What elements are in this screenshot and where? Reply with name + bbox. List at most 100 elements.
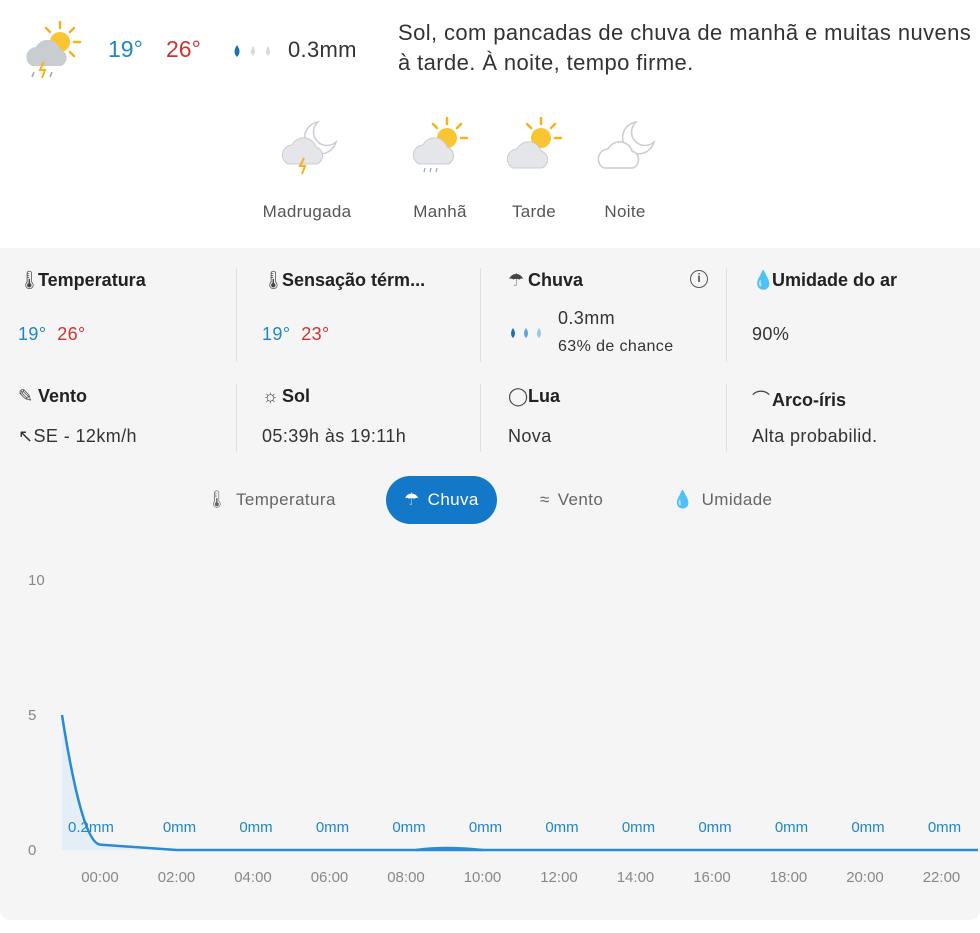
rain-chart: 10 5 0 0.2mm 0mm 0mm 0mm 0mm 0mm 0mm 0mm 0mm 0mm 0mm… <box>28 572 978 886</box>
y-tick-label: 10 <box>28 572 45 589</box>
x-tick-label: 00:00 <box>81 869 119 886</box>
detail-sun-value: 05:39h às 19:11h <box>262 426 407 446</box>
sun-cloud-rain-icon <box>412 116 469 173</box>
period-label: Noite <box>604 202 646 221</box>
detail-title: Sensação térm... <box>282 270 426 290</box>
wind-direction-arrow-icon: ↖ <box>18 426 34 446</box>
detail-humidity-value: 90% <box>752 324 790 344</box>
thermometer-icon: 🌡 <box>18 270 41 290</box>
detail-title: Lua <box>528 386 561 406</box>
rain-cloud-icon: ☂ <box>508 270 525 290</box>
rain-value-label: 0mm <box>928 819 961 836</box>
rain-value-label: 0mm <box>469 819 502 836</box>
day-periods: Madrugada Manhã Tarde Noite <box>0 110 980 240</box>
rain-value-label: 0mm <box>622 819 655 836</box>
tab-chuva[interactable]: ☂ Chuva <box>386 476 497 524</box>
moon-cloud-icon <box>597 120 656 169</box>
detail-feels-min: 19° <box>262 324 291 344</box>
tab-label: Umidade <box>701 490 773 509</box>
humidity-icon: 💧 <box>672 490 694 509</box>
wind-icon: ≈ <box>540 490 550 509</box>
divider <box>236 384 237 452</box>
x-tick-label: 14:00 <box>617 869 655 886</box>
rainbow-icon: ⌒ <box>752 390 770 410</box>
weather-description: Sol, com pancadas de chuva de manhã e mu… <box>398 20 972 75</box>
period-label: Tarde <box>511 202 557 221</box>
day-summary: 19° 26° 0.3mm Sol, com pancadas de chuva… <box>0 0 980 105</box>
rain-area <box>62 715 978 850</box>
summary-temp-max: 26° <box>166 36 201 62</box>
x-tick-label: 04:00 <box>234 869 272 886</box>
period-madrugada[interactable]: Madrugada <box>262 110 352 235</box>
details-panel <box>0 248 980 920</box>
tab-label: Chuva <box>427 490 479 509</box>
divider <box>480 268 481 362</box>
rain-cloud-icon: ☂ <box>404 490 420 509</box>
period-label: Madrugada <box>262 202 352 221</box>
period-tarde[interactable]: Tarde <box>489 110 579 235</box>
x-tick-label: 22:00 <box>923 869 961 886</box>
rain-value-label: 0mm <box>316 819 349 836</box>
detail-title: Chuva <box>528 270 584 290</box>
x-tick-label: 10:00 <box>464 869 502 886</box>
x-tick-label: 12:00 <box>540 869 578 886</box>
detail-title: Temperatura <box>38 270 146 290</box>
tab-umidade[interactable]: 💧 Umidade <box>672 476 772 524</box>
detail-title: Umidade do ar <box>772 270 898 290</box>
rain-line-bump <box>415 846 483 852</box>
summary-rain-amount: 0.3mm <box>288 37 357 62</box>
detail-vento[interactable]: ✎ Vento ↖SE - 12km/h <box>18 386 263 450</box>
rain-drops-icon <box>234 45 270 57</box>
detail-rain-chance: 63% de chance <box>558 338 674 355</box>
detail-lua[interactable]: ◯Lua Nova <box>508 386 753 450</box>
rain-value-label: 0mm <box>545 819 578 836</box>
summary-temp-min: 19° <box>108 36 143 62</box>
moon-icon: ◯ <box>508 386 529 406</box>
detail-temperatura[interactable]: 🌡Temperatura 19° 26° <box>18 270 263 360</box>
thermometer-icon: 🌡 <box>206 490 228 509</box>
detail-moon-value: Nova <box>508 426 552 446</box>
rain-value-label: 0mm <box>698 819 731 836</box>
detail-title: Sol <box>282 386 311 406</box>
rain-value-label: 0mm <box>851 819 884 836</box>
rain-value-label: 0mm <box>163 819 196 836</box>
tab-label: Temperatura <box>235 490 336 509</box>
humidity-icon: 💧 <box>752 270 775 290</box>
rain-value-label: 0mm <box>239 819 272 836</box>
detail-title: Vento <box>38 386 88 406</box>
tab-vento[interactable]: ≈ Vento <box>540 476 603 524</box>
x-tick-label: 08:00 <box>387 869 425 886</box>
info-icon[interactable]: i <box>690 270 708 288</box>
x-tick-label: 06:00 <box>311 869 349 886</box>
y-tick-label: 5 <box>28 707 36 724</box>
detail-chuva[interactable]: ☂ Chuva 0.3mm 63% de chance <box>508 270 753 360</box>
x-tick-label: 16:00 <box>693 869 731 886</box>
wind-icon: ✎ <box>18 386 34 406</box>
detail-sol[interactable]: ☼ Sol 05:39h às 19:11h <box>262 386 507 450</box>
divider <box>726 268 727 362</box>
period-manha[interactable]: Manhã <box>395 110 485 235</box>
chart-tabs: 🌡 Temperatura ☂ Chuva ≈ Vento 💧 Umidade <box>0 476 980 524</box>
detail-wind-value: SE - 12km/h <box>33 426 137 446</box>
detail-arco-iris[interactable]: ⌒ Arco-íris Alta probabilid. <box>752 386 978 450</box>
moon-cloud-thunder-icon <box>281 120 338 175</box>
x-tick-label: 02:00 <box>158 869 196 886</box>
detail-temp-max: 26° <box>57 324 86 344</box>
sun-cloud-icon <box>506 116 563 169</box>
detail-sensacao[interactable]: 🌡Sensação térm... 19° 23° <box>262 270 507 360</box>
tab-temperatura[interactable]: 🌡 Temperatura <box>206 476 336 524</box>
divider <box>480 384 481 452</box>
rain-value-label: 0.2mm <box>68 819 114 836</box>
detail-rainbow-value: Alta probabilid. <box>752 426 878 446</box>
period-label: Manhã <box>413 202 467 221</box>
detail-rain-amount: 0.3mm <box>558 308 616 328</box>
divider <box>726 384 727 452</box>
feels-like-icon: 🌡 <box>262 270 285 290</box>
y-tick-label: 0 <box>28 842 36 859</box>
x-tick-label: 20:00 <box>846 869 884 886</box>
period-noite[interactable]: Noite <box>580 110 670 235</box>
detail-umidade[interactable]: 💧Umidade do ar 90% <box>752 270 978 360</box>
tab-label: Vento <box>557 490 604 509</box>
rain-value-label: 0mm <box>392 819 425 836</box>
detail-title: Arco-íris <box>772 390 847 410</box>
